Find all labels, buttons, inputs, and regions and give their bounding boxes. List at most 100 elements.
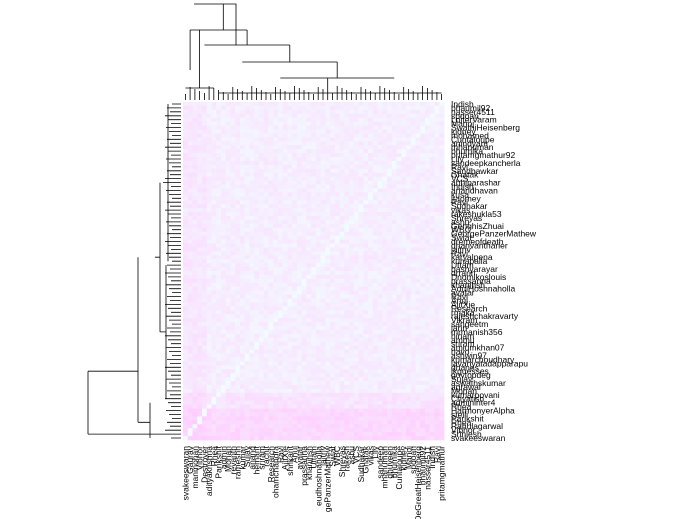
heatmap-cell [258, 172, 265, 178]
heatmap-cell [254, 102, 260, 107]
heatmap-cell [339, 247, 345, 252]
heatmap-cell [301, 341, 307, 347]
heatmap-cell [287, 160, 293, 166]
heatmap-cell [197, 361, 203, 366]
heatmap-cell [292, 208, 298, 213]
heatmap-cell [263, 302, 269, 307]
heatmap-cell [372, 129, 378, 134]
heatmap-cell [406, 200, 412, 205]
heatmap-cell [391, 102, 397, 107]
heatmap-cell [320, 149, 326, 154]
heatmap-cell [420, 255, 426, 260]
heatmap-cell [406, 349, 412, 354]
heatmap-cell [244, 377, 250, 382]
heatmap-cell [391, 223, 397, 229]
heatmap-cell [211, 357, 217, 362]
heatmap-cell [344, 208, 350, 213]
heatmap-cell [330, 204, 336, 209]
heatmap-cell [358, 259, 364, 264]
heatmap-cell [401, 314, 407, 319]
heatmap-cell [406, 271, 412, 276]
heatmap-cell [429, 153, 435, 158]
heatmap-cell [282, 314, 288, 319]
heatmap-cell [429, 204, 435, 209]
heatmap-cell [315, 200, 322, 205]
heatmap-cell [244, 121, 250, 126]
heatmap-cell [372, 208, 378, 213]
heatmap-cell [235, 333, 241, 339]
heatmap-cell [330, 329, 336, 335]
heatmap-cell [277, 141, 284, 146]
heatmap-cell [263, 192, 269, 197]
heatmap-cell [353, 271, 359, 276]
heatmap-cell [368, 192, 374, 197]
heatmap-cell [368, 384, 374, 390]
heatmap-cell [391, 251, 397, 256]
heatmap-cell [311, 243, 317, 248]
heatmap-cell [197, 121, 203, 126]
heatmap-cell [201, 341, 208, 347]
heatmap-cell [358, 416, 364, 421]
heatmap-cell [244, 125, 250, 130]
heatmap-cell [363, 326, 369, 331]
heatmap-cell [306, 310, 312, 315]
heatmap-cell [401, 302, 407, 307]
heatmap-cell [206, 424, 212, 429]
heatmap-cell [239, 109, 246, 115]
heatmap-cell [377, 247, 383, 252]
heatmap-cell [330, 227, 336, 233]
heatmap-cell [263, 436, 269, 441]
heatmap-cell [192, 420, 198, 425]
heatmap-cell [387, 298, 393, 303]
heatmap-cell [192, 436, 198, 441]
heatmap-cell [301, 208, 307, 213]
heatmap-cell [235, 357, 241, 362]
heatmap-cell [249, 164, 255, 170]
heatmap-cell [273, 349, 279, 354]
heatmap-cell [358, 208, 364, 213]
heatmap-cell [230, 141, 236, 146]
heatmap-cell [420, 153, 426, 158]
heatmap-cell [429, 102, 435, 107]
heatmap-cell [187, 306, 193, 311]
heatmap-cell [296, 129, 303, 134]
heatmap-cell [244, 286, 250, 292]
heatmap-cell [183, 310, 189, 315]
heatmap-cell [273, 365, 279, 370]
heatmap-cell [368, 145, 374, 150]
heatmap-cell [183, 109, 189, 115]
heatmap-cell [216, 121, 222, 126]
heatmap-cell [239, 428, 246, 433]
heatmap-cell [273, 172, 279, 178]
heatmap-cell [358, 239, 364, 244]
heatmap-cell [377, 267, 383, 272]
heatmap-cell [406, 215, 412, 221]
heatmap-cell [325, 196, 331, 201]
heatmap-cell [235, 121, 241, 126]
heatmap-cell [353, 243, 359, 248]
heatmap-cell [396, 196, 402, 201]
heatmap-cell [273, 137, 279, 142]
heatmap-cell [249, 349, 255, 354]
heatmap-cell [429, 259, 435, 264]
heatmap-cell [287, 259, 293, 264]
heatmap-cell [187, 361, 193, 366]
heatmap-cell [187, 420, 193, 425]
heatmap-cell [391, 192, 397, 197]
heatmap-cell [391, 294, 397, 299]
heatmap-cell [216, 212, 222, 217]
heatmap-cell [306, 168, 312, 174]
heatmap-cell [410, 314, 416, 319]
heatmap-cell [311, 294, 317, 299]
heatmap-cell [363, 396, 369, 402]
heatmap-cell [263, 239, 269, 244]
heatmap-cell [377, 172, 383, 178]
heatmap-cell [258, 113, 265, 119]
heatmap-cell [406, 428, 412, 433]
heatmap-cell [296, 176, 303, 181]
heatmap-cell [406, 400, 412, 406]
heatmap-cell [396, 145, 402, 150]
heatmap-cell [415, 212, 421, 217]
heatmap-cell [277, 164, 284, 170]
heatmap-cell [325, 294, 331, 299]
